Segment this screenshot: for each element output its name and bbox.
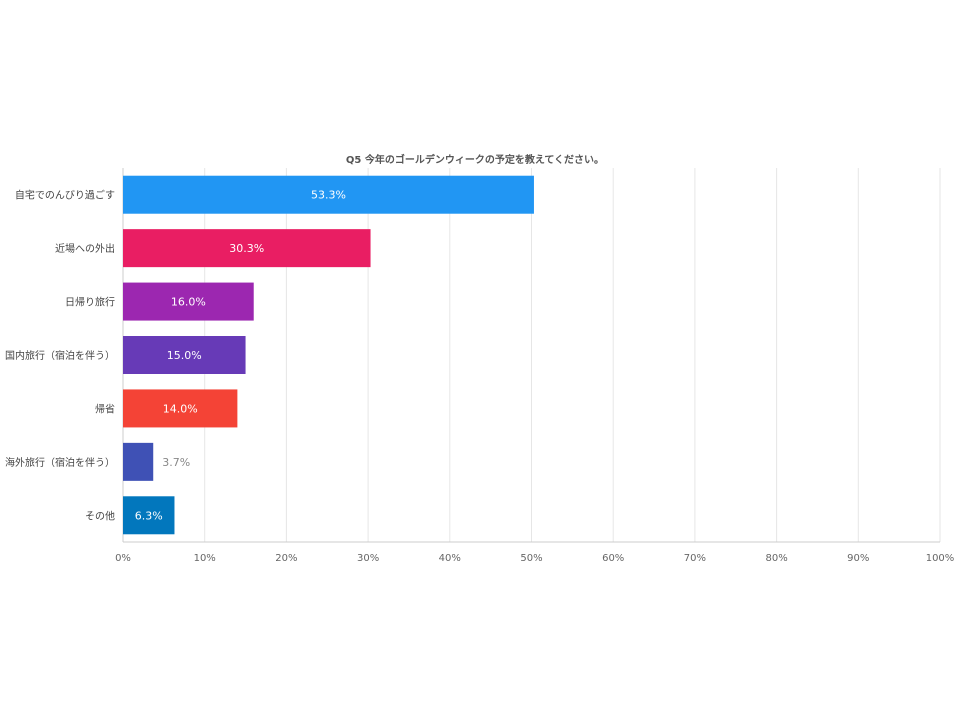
data-label: 14.0% xyxy=(163,402,198,415)
x-tick-label: 100% xyxy=(926,553,955,564)
x-tick-label: 80% xyxy=(765,553,787,564)
bars: 53.3% 30.3% 16.0% 15.0% 14.0% 3.7% 6.3% xyxy=(123,175,534,535)
category-label: 日帰り旅行 xyxy=(65,296,115,309)
category-label: 国内旅行（宿泊を伴う） xyxy=(5,349,115,362)
x-tick-label: 10% xyxy=(194,553,216,564)
x-tick-label: 70% xyxy=(684,553,706,564)
x-tick-label: 30% xyxy=(357,553,379,564)
data-label: 6.3% xyxy=(135,509,163,522)
data-label: 3.7% xyxy=(162,456,190,469)
bar xyxy=(123,389,238,428)
bar xyxy=(123,336,246,374)
chart-title: Q5 今年のゴールデンウィークの予定を教えてください。 xyxy=(346,153,604,166)
bar xyxy=(123,175,534,214)
bar xyxy=(123,282,254,321)
x-tick-label: 40% xyxy=(439,553,461,564)
category-label: 自宅でのんびり過ごす xyxy=(15,189,115,202)
category-label: 近場への外出 xyxy=(55,242,115,255)
category-label: 帰省 xyxy=(95,402,115,415)
data-label: 16.0% xyxy=(171,296,206,309)
data-label: 15.0% xyxy=(167,349,202,362)
data-label: 53.3% xyxy=(311,189,346,202)
x-tick-label: 90% xyxy=(847,553,869,564)
bar xyxy=(123,496,175,535)
x-tick-label: 60% xyxy=(602,553,624,564)
x-tick-labels: 0% 10% 20% 30% 40% 50% 60% 70% 80% 90% 100% xyxy=(115,553,954,564)
bar xyxy=(123,229,371,268)
x-tick-label: 0% xyxy=(115,553,131,564)
x-tick-label: 50% xyxy=(520,553,542,564)
data-label: 30.3% xyxy=(229,242,264,255)
bar xyxy=(123,442,154,481)
category-label: その他 xyxy=(85,509,115,522)
category-label: 海外旅行（宿泊を伴う） xyxy=(5,456,115,469)
x-tick-label: 20% xyxy=(275,553,297,564)
